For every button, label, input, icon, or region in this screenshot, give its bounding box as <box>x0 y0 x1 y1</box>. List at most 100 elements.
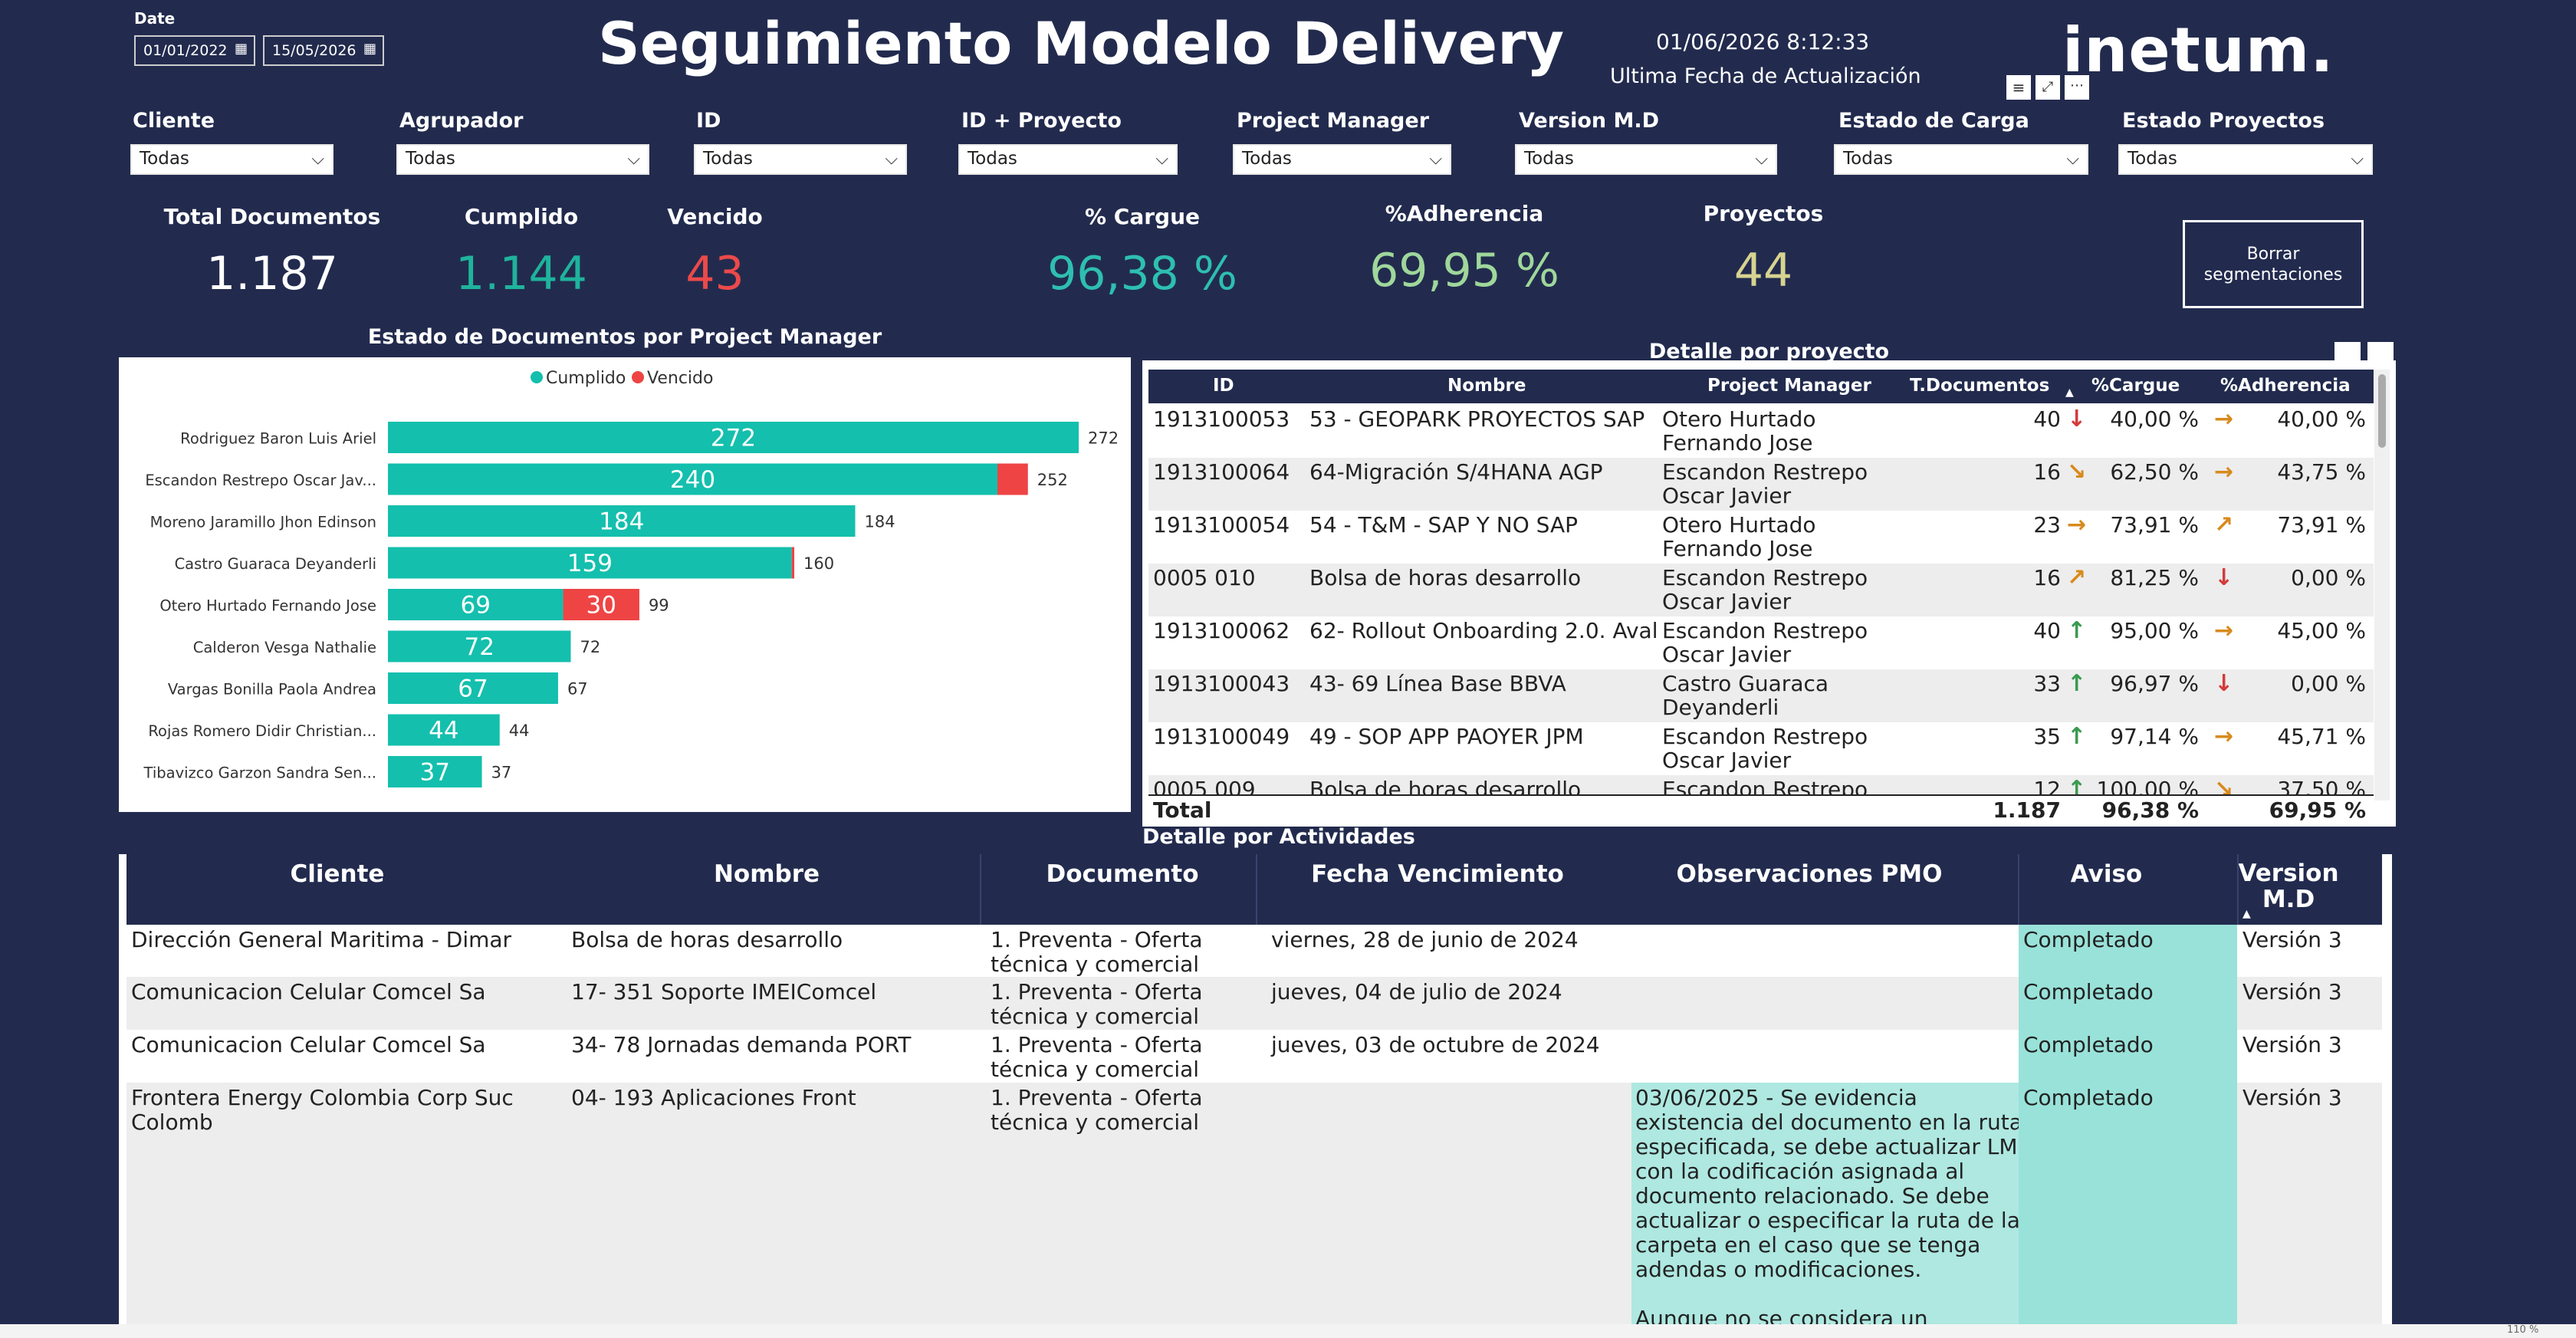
cell-documento-line1: 1. Preventa - Oferta <box>991 979 1203 1004</box>
date-from-input[interactable]: 01/01/2022 ▦ <box>134 35 255 66</box>
cell-nombre: 62- Rollout Onboarding 2.0. Aval <box>1309 618 1658 643</box>
cell-nombre: 43- 69 Línea Base BBVA <box>1309 671 1566 696</box>
bar-cumplido <box>388 505 856 537</box>
chevron-down-icon: ⌵ <box>1155 150 1168 169</box>
date-to-value: 15/05/2026 <box>272 42 356 59</box>
obs-line: especificada, se debe actualizar LM <box>1635 1134 2018 1159</box>
cell-cargue: 73,91 % <box>2110 512 2199 538</box>
col-tdocumentos[interactable]: T.Documentos <box>1910 376 2050 396</box>
version-dropdown-value: Todas <box>1524 149 1574 169</box>
bar-value-label: 30 <box>586 592 616 620</box>
chevron-down-icon: ⌵ <box>627 150 640 169</box>
estado-proyectos-dropdown[interactable]: Todas ⌵ <box>2118 144 2373 175</box>
obs-line: con la codificación asignada al <box>1635 1159 1965 1184</box>
agrupador-dropdown[interactable]: Todas ⌵ <box>396 144 649 175</box>
table-row[interactable]: Dirección General Maritima - Dimar Bolsa… <box>127 925 2382 977</box>
table-row[interactable]: Comunicacion Celular Comcel Sa 17- 351 S… <box>127 977 2382 1030</box>
cell-pm: Castro Guaraca Deyanderli <box>1662 672 1829 719</box>
cell-id: 1913100062 <box>1153 618 1290 643</box>
cell-adherencia: 40,00 % <box>2277 406 2366 432</box>
cell-nombre: 34- 78 Jornadas demanda PORT <box>571 1032 912 1057</box>
cell-id: 1913100049 <box>1153 724 1290 749</box>
col-id[interactable]: ID <box>1213 376 1234 396</box>
version-dropdown[interactable]: Todas ⌵ <box>1515 144 1777 175</box>
clear-filters-button[interactable]: Borrar segmentaciones <box>2183 220 2364 308</box>
scrollbar[interactable] <box>2374 370 2390 800</box>
date-to-input[interactable]: 15/05/2026 ▦ <box>263 35 384 66</box>
aviso-cell <box>2019 1083 2237 1338</box>
cell-pm-line1: Escandon Restrepo <box>1662 459 1868 485</box>
bar-value-label: 67 <box>458 676 488 703</box>
id-proyecto-dropdown-value: Todas <box>968 149 1017 169</box>
col-version[interactable]: Version M.D <box>2238 860 2339 913</box>
col-documento[interactable]: Documento <box>1046 860 1199 888</box>
sort-up-icon[interactable]: ▲ <box>2242 908 2251 920</box>
table-row[interactable]: 1913100053 53 - GEOPARK PROYECTOS SAP Ot… <box>1148 405 2374 458</box>
cell-pm: Escandon Restrepo Oscar Javier <box>1662 725 1868 772</box>
arrow-down-icon: ↓ <box>2214 564 2234 591</box>
table-row[interactable]: 1913100064 64-Migración S/4HANA AGP Esca… <box>1148 458 2374 511</box>
focus-mode-icon[interactable]: ⤢ <box>2036 75 2060 100</box>
cell-id: 1913100054 <box>1153 512 1290 538</box>
table-row[interactable]: Comunicacion Celular Comcel Sa 34- 78 Jo… <box>127 1030 2382 1083</box>
id-proyecto-dropdown[interactable]: Todas ⌵ <box>958 144 1178 175</box>
cell-documento-line1: 1. Preventa - Oferta <box>991 1085 1203 1110</box>
col-observaciones[interactable]: Observaciones PMO <box>1676 860 1943 888</box>
cell-fecha: viernes, 28 de junio de 2024 <box>1271 927 1579 952</box>
bar-total-label: 99 <box>649 597 669 615</box>
table-row[interactable]: 1913100049 49 - SOP APP PAOYER JPM Escan… <box>1148 722 2374 775</box>
col-project-manager[interactable]: Project Manager <box>1707 376 1871 396</box>
cell-pm-line2: Fernando Jose <box>1662 536 1813 561</box>
calendar-icon[interactable]: ▦ <box>363 41 376 57</box>
obs-line: adendas o modificaciones. <box>1635 1257 1922 1282</box>
estado-carga-dropdown[interactable]: Todas ⌵ <box>1834 144 2088 175</box>
col-nombre[interactable]: Nombre <box>1447 376 1526 396</box>
kpi-adherencia-value: 69,95 % <box>1369 244 1559 298</box>
col-cliente[interactable]: Cliente <box>290 860 385 888</box>
cell-documento-line2: técnica y comercial <box>991 1057 1200 1082</box>
cell-fecha: jueves, 03 de octubre de 2024 <box>1271 1032 1600 1057</box>
table-row[interactable]: Frontera Energy Colombia Corp Suc Colomb … <box>127 1083 2382 1338</box>
col-fecha-vencimiento[interactable]: Fecha Vencimiento <box>1311 860 1564 888</box>
col-adherencia[interactable]: %Adherencia <box>2220 376 2351 396</box>
table-row[interactable]: 0005 009 Bolsa de horas desarrollo Escan… <box>1148 775 2374 794</box>
cell-pm-line2: Oscar Javier <box>1662 589 1792 614</box>
table-row[interactable]: 1913100062 62- Rollout Onboarding 2.0. A… <box>1148 616 2374 669</box>
bar-vencido <box>997 463 1028 495</box>
activities-header: Cliente Nombre Documento Fecha Vencimien… <box>127 854 2382 925</box>
sort-up-icon[interactable]: ▲ <box>2065 386 2074 399</box>
cell-docs: 23 <box>2033 512 2061 538</box>
table-row[interactable]: 0005 010 Bolsa de horas desarrollo Escan… <box>1148 564 2374 616</box>
cell-pm: Otero Hurtado Fernando Jose <box>1662 407 1816 455</box>
zoom-level[interactable]: 110 % <box>2507 1324 2539 1336</box>
cell-nombre: 53 - GEOPARK PROYECTOS SAP <box>1309 406 1645 432</box>
filter-icon[interactable]: ≡ <box>2006 75 2031 100</box>
bar-cumplido <box>388 630 571 662</box>
bar-vencido <box>791 547 794 579</box>
id-dropdown[interactable]: Todas ⌵ <box>694 144 907 175</box>
cell-nombre: 64-Migración S/4HANA AGP <box>1309 459 1603 485</box>
col-nombre[interactable]: Nombre <box>713 860 820 888</box>
cell-version: Versión 3 <box>2242 1085 2342 1110</box>
kpi-proyectos-value: 44 <box>1733 244 1793 298</box>
project-table-body: 1913100053 53 - GEOPARK PROYECTOS SAP Ot… <box>1142 360 2374 794</box>
col-cargue[interactable]: %Cargue <box>2091 376 2180 396</box>
project-manager-dropdown[interactable]: Todas ⌵ <box>1233 144 1451 175</box>
table-row[interactable]: 1913100043 43- 69 Línea Base BBVA Castro… <box>1148 669 2374 722</box>
cell-cargue: 100,00 % <box>2096 777 2199 794</box>
filter-label-cliente: Cliente <box>133 109 215 133</box>
project-table-total-row: Total 1.187 96,38 % 69,95 % <box>1148 794 2374 827</box>
cell-documento: 1. Preventa - Oferta técnica y comercial <box>991 928 1203 977</box>
table-row[interactable]: 1913100054 54 - T&M - SAP Y NO SAP Otero… <box>1148 511 2374 564</box>
bar-vencido <box>563 589 639 620</box>
more-options-icon[interactable]: ⋯ <box>2065 75 2089 100</box>
cliente-dropdown[interactable]: Todas ⌵ <box>130 144 334 175</box>
status-bar: 110 % <box>0 1324 2576 1338</box>
calendar-icon[interactable]: ▦ <box>234 41 248 57</box>
bar-total-label: 72 <box>580 638 601 656</box>
scrollbar-thumb[interactable] <box>2378 374 2386 448</box>
filter-label-estado-proyectos: Estado Proyectos <box>2122 109 2325 133</box>
chart-title: Estado de Documentos por Project Manager <box>367 325 882 349</box>
col-aviso[interactable]: Aviso <box>2070 860 2143 888</box>
column-divider <box>2018 854 2019 925</box>
